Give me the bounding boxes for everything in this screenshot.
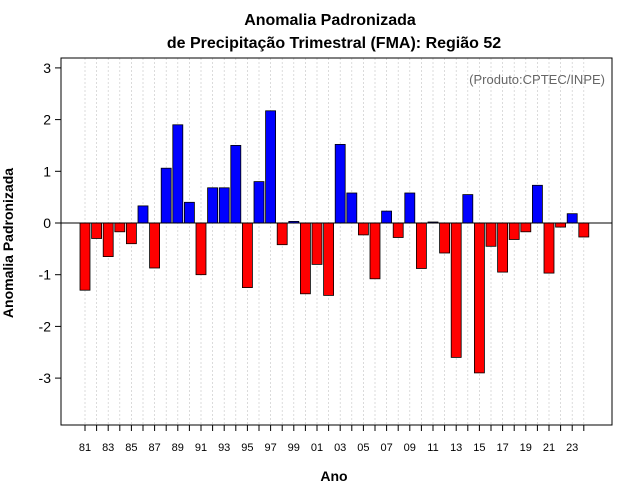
bar-18: [508, 222, 520, 240]
y-axis-label: Anomalia Padronizada: [0, 168, 16, 318]
bar-96: [253, 181, 265, 224]
bar-10: [415, 222, 427, 269]
y-axis: -3 -2 -1 0 1 2 3: [39, 60, 61, 386]
bar-13: [450, 222, 462, 358]
bar-22: [555, 222, 566, 228]
x-tick-label: 01: [311, 442, 323, 454]
chart-title-line1: Anomalia Padronizada: [244, 12, 416, 29]
bar-00: [299, 222, 311, 295]
x-tick-label: 21: [543, 442, 555, 454]
bar-01: [311, 222, 323, 265]
y-tick-label: -3: [39, 370, 52, 386]
bar-95: [241, 222, 253, 288]
bar-98: [276, 222, 288, 246]
x-tick-label: 19: [520, 442, 532, 454]
bar-16: [485, 222, 497, 247]
bar-81: [79, 222, 91, 291]
bar-87: [149, 222, 161, 269]
bar-06: [369, 222, 381, 280]
bar-09: [404, 192, 416, 224]
bar-21: [543, 222, 555, 274]
x-tick-label: 89: [172, 442, 184, 454]
x-tick-label: 07: [380, 442, 392, 454]
grid-lines: [84, 58, 585, 425]
bar-08: [392, 222, 404, 238]
x-tick-label: 81: [79, 442, 91, 454]
bar-24: [578, 222, 590, 238]
bar-12: [439, 222, 451, 254]
credit-label: (Produto:CPTEC/INPE): [469, 72, 605, 87]
x-tick-label: 85: [125, 442, 137, 454]
x-tick-label: 93: [218, 442, 230, 454]
bar-94: [230, 144, 242, 224]
bar-04: [346, 192, 358, 224]
bar-88: [160, 167, 172, 224]
bar-84: [114, 222, 126, 233]
x-tick-label: 95: [241, 442, 253, 454]
x-tick-label: 23: [566, 442, 578, 454]
bar-92: [207, 187, 219, 224]
x-axis: 81 83 85 87 89 91 93 95 97 99 01 03 05 07 09 11 13 15 17 19…: [79, 425, 585, 454]
bar-15: [473, 222, 485, 374]
y-tick-label: -1: [39, 267, 52, 283]
x-tick-label: 13: [450, 442, 462, 454]
x-tick-label: 83: [102, 442, 114, 454]
bar-19: [520, 222, 532, 233]
x-axis-label: Ano: [320, 468, 347, 484]
x-tick-label: 05: [357, 442, 369, 454]
bar-14: [462, 194, 474, 224]
bar-82: [91, 222, 102, 239]
y-tick-label: 3: [43, 60, 51, 76]
x-tick-label: 03: [334, 442, 346, 454]
bar-23: [566, 213, 578, 224]
y-tick-label: -2: [39, 318, 52, 334]
bar-91: [195, 222, 207, 276]
bar-93: [218, 187, 230, 224]
bar-97: [265, 110, 277, 224]
bar-07: [381, 210, 393, 224]
chart-title-line2: de Precipitação Trimestral (FMA): Região…: [167, 35, 501, 52]
bars: [79, 110, 590, 374]
bar-90: [183, 201, 195, 224]
bar-85: [126, 222, 137, 245]
bar-83: [102, 222, 114, 257]
plot-frame: [60, 57, 613, 426]
y-tick-label: 2: [43, 112, 51, 128]
bar-17: [497, 222, 509, 273]
x-tick-label: 09: [404, 442, 416, 454]
bar-20: [532, 184, 543, 224]
bar-03: [334, 143, 346, 224]
bar-02: [323, 222, 335, 296]
x-tick-label: 17: [496, 442, 508, 454]
x-tick-label: 15: [473, 442, 485, 454]
x-tick-label: 87: [148, 442, 160, 454]
x-tick-label: 97: [264, 442, 276, 454]
x-tick-label: 99: [288, 442, 300, 454]
y-tick-label: 0: [43, 215, 51, 231]
bar-86: [137, 205, 149, 224]
y-tick-label: 1: [43, 163, 51, 179]
x-tick-label: 91: [195, 442, 207, 454]
bar-05: [357, 222, 369, 236]
x-tick-label: 11: [427, 442, 438, 454]
bar-89: [172, 124, 184, 224]
